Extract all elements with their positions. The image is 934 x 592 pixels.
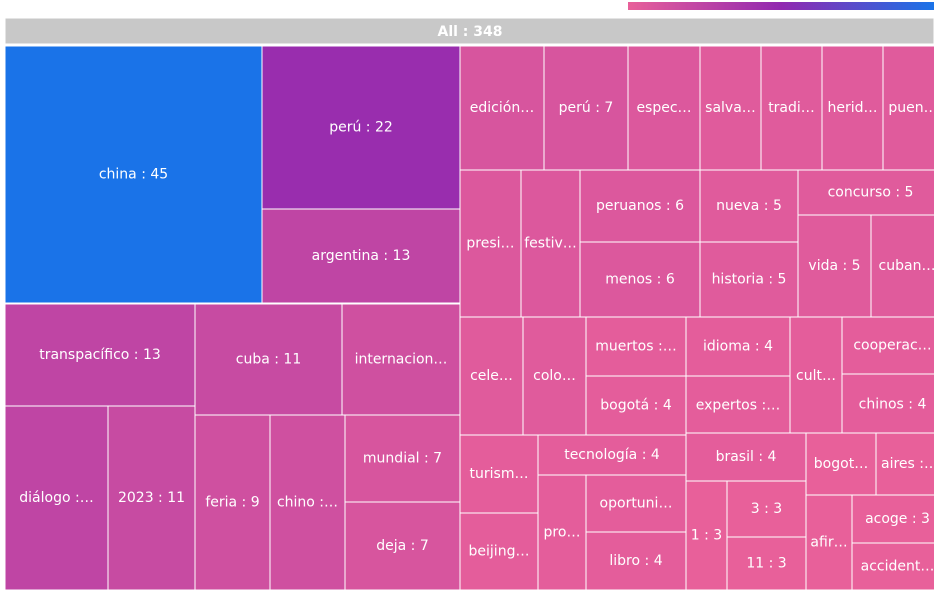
tile: [699, 169, 799, 243]
tile-label: 3 : 3: [751, 501, 782, 517]
tile-label: turism…: [470, 466, 529, 482]
tile-label: espec…: [636, 100, 691, 116]
tile: [685, 480, 728, 591]
tile-label: menos : 6: [605, 272, 675, 288]
tile: [269, 414, 346, 591]
tile: [789, 316, 843, 436]
tile-label: feria : 9: [205, 495, 259, 511]
tile-label: bogot…: [814, 456, 868, 472]
tile: [459, 434, 539, 514]
tile: [459, 512, 539, 591]
tile-label: aires :…: [881, 456, 934, 472]
tile-label: nueva : 5: [716, 198, 782, 214]
tile: [520, 169, 581, 318]
tile-label: perú : 7: [559, 100, 614, 116]
tile: [543, 45, 629, 171]
tile: [841, 373, 934, 436]
tile: [537, 474, 587, 591]
tile-label: colo…: [533, 368, 576, 384]
tile-label: puen…: [888, 100, 934, 116]
tile-label: cele…: [470, 368, 513, 384]
tile-label: cult…: [796, 368, 836, 384]
tile: [699, 45, 762, 171]
tile-label: china : 45: [99, 167, 168, 183]
tile: [851, 494, 934, 544]
tile: [579, 169, 701, 243]
tile: [459, 316, 524, 436]
tile-label: internacion…: [355, 352, 448, 368]
tile-label: pro…: [544, 525, 581, 541]
tile: [685, 432, 807, 482]
tile-label: festiv…: [524, 236, 577, 252]
tile-label: brasil : 4: [716, 449, 777, 465]
tile-label: tecnología : 4: [564, 447, 660, 463]
tile: [585, 474, 687, 533]
tile: [194, 414, 271, 591]
tile-label: presi…: [466, 236, 514, 252]
tile: [797, 169, 934, 216]
tile-label: cuba : 11: [236, 352, 301, 368]
tile-label: acoge : 3: [865, 511, 930, 527]
tile: [261, 208, 461, 304]
tile: [821, 45, 884, 171]
tile-label: deja : 7: [376, 538, 429, 554]
tile-label: 11 : 3: [746, 556, 786, 572]
tile: [4, 45, 263, 304]
tile: [805, 432, 877, 496]
tile-label: oportuni…: [600, 496, 673, 512]
tile-label: 2023 : 11: [118, 490, 185, 506]
tile: [4, 303, 196, 407]
root-tile: [4, 17, 934, 45]
tile: [726, 480, 807, 538]
tile-label: concurso : 5: [828, 185, 914, 201]
tile-label: mundial : 7: [363, 451, 442, 467]
tile-label: muertos :…: [595, 339, 676, 355]
tile-label: vida : 5: [808, 258, 860, 274]
tile: [4, 405, 109, 591]
tile-label: idioma : 4: [703, 339, 773, 355]
tile: [194, 303, 343, 416]
tile: [870, 214, 934, 318]
tile: [344, 414, 461, 503]
tile-label: tradi…: [768, 100, 815, 116]
root-label: All : 348: [437, 24, 502, 40]
tile-label: cuban…: [879, 258, 934, 274]
tile-label: chinos : 4: [859, 397, 927, 413]
tile-label: herid…: [827, 100, 877, 116]
tile-label: libro : 4: [609, 553, 662, 569]
tile: [585, 316, 687, 377]
tile-label: expertos :…: [696, 398, 780, 414]
tile-label: afir…: [810, 535, 847, 551]
tile-label: peruanos : 6: [596, 198, 684, 214]
tile-label: perú : 22: [329, 120, 393, 136]
tile-label: accident…: [861, 559, 934, 575]
tile-label: chino :…: [277, 495, 338, 511]
tile: [882, 45, 934, 171]
tile: [522, 316, 587, 436]
tile: [805, 494, 853, 591]
tile: [851, 542, 934, 591]
tile-label: historia : 5: [712, 272, 787, 288]
tile-label: salva…: [705, 100, 756, 116]
tile-label: bogotá : 4: [600, 398, 672, 414]
tile-label: cooperac…: [853, 338, 931, 354]
tile-label: 1 : 3: [691, 528, 722, 544]
tile-label: beijing…: [469, 544, 530, 560]
tile-label: edición…: [470, 100, 534, 116]
tile: [585, 531, 687, 591]
tile: [459, 169, 522, 318]
tile-label: argentina : 13: [312, 248, 411, 264]
colorbar: [628, 2, 934, 10]
tile: [341, 303, 461, 416]
tile-label: diálogo :…: [19, 490, 93, 506]
tile: [344, 501, 461, 591]
tile-label: transpacífico : 13: [39, 347, 161, 363]
